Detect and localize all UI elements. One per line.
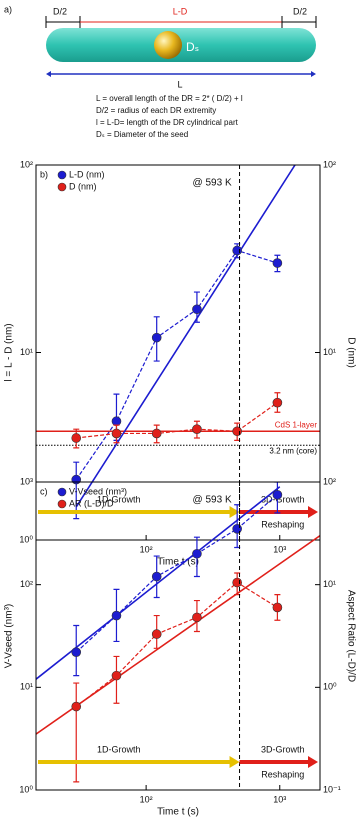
marker: [151, 332, 162, 343]
reference-label: CdS 1-layer: [275, 420, 318, 429]
y2-tick-label: 10¹: [323, 347, 336, 357]
marker: [71, 647, 82, 657]
y-tick-label: 10³: [20, 476, 33, 486]
error-bar: [73, 461, 80, 520]
legend-label: D (nm): [69, 181, 97, 191]
y-axis-label: V-Vseed (nm³): [4, 604, 15, 668]
legend-label: AR (L-D)/D: [69, 498, 114, 508]
marker: [272, 397, 283, 408]
marker: [111, 670, 122, 681]
phase-arrowhead: [229, 506, 240, 518]
legend-label: V-Vseed (nm³): [69, 486, 127, 496]
marker: [192, 424, 202, 434]
marker: [111, 416, 122, 427]
y-tick-label: 10²: [20, 579, 33, 589]
y2-tick-label: 10²: [323, 476, 336, 486]
phase-sublabel: Reshaping: [261, 769, 304, 779]
dim-label: D/2: [293, 6, 307, 16]
y2-tick-label: 10²: [323, 159, 336, 169]
x-axis-label: Time t (s): [157, 557, 199, 568]
marker: [111, 428, 122, 439]
marker: [71, 433, 82, 443]
diagram: a) D/2 L-D D/2 Dₛ L L = overall length o…: [4, 4, 317, 139]
marker: [192, 304, 202, 315]
marker: [272, 490, 283, 500]
legend-label: L-D (nm): [69, 169, 105, 179]
legend-marker: [57, 182, 67, 192]
phase-arrowhead: [308, 756, 318, 768]
y-tick-label: 10²: [20, 159, 33, 169]
phase-label: 3D-Growth: [261, 744, 305, 754]
marker: [151, 571, 162, 582]
x-axis-label: Time t (s): [157, 807, 199, 818]
panel-label: b): [40, 169, 48, 179]
marker: [232, 577, 242, 588]
y2-tick-label: 10¹: [323, 579, 336, 589]
definition: D/2 = radius of each DR extremity: [96, 106, 216, 115]
trend-line: [75, 494, 278, 653]
error-bar: [73, 682, 80, 783]
definition: L = overall length of the DR = 2* ( D/2)…: [96, 94, 243, 103]
marker: [232, 426, 242, 437]
y2-tick-label: 10⁰: [323, 682, 337, 692]
length-label: L: [177, 79, 182, 89]
marker: [232, 245, 242, 256]
phase-label: 1D-Growth: [97, 494, 141, 504]
marker: [71, 701, 82, 712]
definition: l = L-D= length of the DR cylindrical pa…: [96, 118, 239, 127]
y-tick-label: 10⁰: [19, 784, 33, 794]
marker: [192, 612, 202, 623]
phase-arrowhead: [308, 506, 318, 518]
reference-label: 3.2 nm (core): [269, 446, 317, 455]
x-tick-label: 10²: [140, 544, 153, 554]
y2-axis-label: Aspect Ratio (L-D)/D: [345, 590, 356, 682]
marker: [71, 474, 82, 485]
fit-line: [75, 165, 296, 508]
trend-line: [76, 402, 278, 439]
chart: c) 10² 10³ 10⁰ 10¹ 10² 10³ 10⁻¹ 10⁰ 10¹ 10² Time t …: [4, 476, 357, 817]
phase-label: 1D-Growth: [97, 744, 141, 754]
panel-label: c): [40, 486, 48, 496]
legend-marker: [57, 487, 67, 497]
dim-label: L-D: [173, 6, 188, 16]
frame: [35, 481, 321, 791]
seed: [154, 31, 182, 59]
y-tick-label: 10¹: [20, 347, 33, 357]
legend-marker: [57, 499, 67, 509]
seed-label: Dₛ: [186, 40, 199, 54]
plot-area: [36, 165, 320, 520]
marker: [192, 548, 202, 559]
legend-marker: [57, 170, 67, 180]
x-tick-label: 10³: [273, 794, 286, 804]
x-tick-label: 10³: [273, 544, 286, 554]
marker: [111, 610, 122, 621]
marker: [151, 428, 162, 439]
y-axis-label: l = L - D (nm): [4, 323, 15, 381]
marker: [272, 258, 283, 268]
annotation: @ 593 K: [193, 178, 232, 189]
x-tick-label: 10²: [140, 794, 153, 804]
trend-line: [75, 249, 278, 480]
marker: [151, 629, 162, 639]
y-tick-label: 10⁰: [19, 534, 33, 544]
marker: [232, 524, 242, 534]
phase-arrowhead: [229, 756, 240, 768]
panel-label: a): [4, 4, 12, 14]
definition: Dₛ = Diameter of the seed: [96, 130, 188, 139]
annotation: @ 593 K: [193, 495, 232, 506]
y2-axis-label: D (nm): [345, 337, 356, 368]
marker: [272, 602, 283, 613]
y-tick-label: 10¹: [20, 682, 33, 692]
dim-label: D/2: [53, 6, 67, 16]
y2-tick-label: 10⁻¹: [323, 784, 341, 794]
chart: b) 10² 10³ 10⁰ 10¹ 10² 10¹ 10² Time t (s) l = L -…: [4, 159, 357, 567]
trend-line: [75, 581, 278, 708]
phase-label: 3D-Growth: [261, 494, 305, 504]
phase-sublabel: Reshaping: [261, 519, 304, 529]
